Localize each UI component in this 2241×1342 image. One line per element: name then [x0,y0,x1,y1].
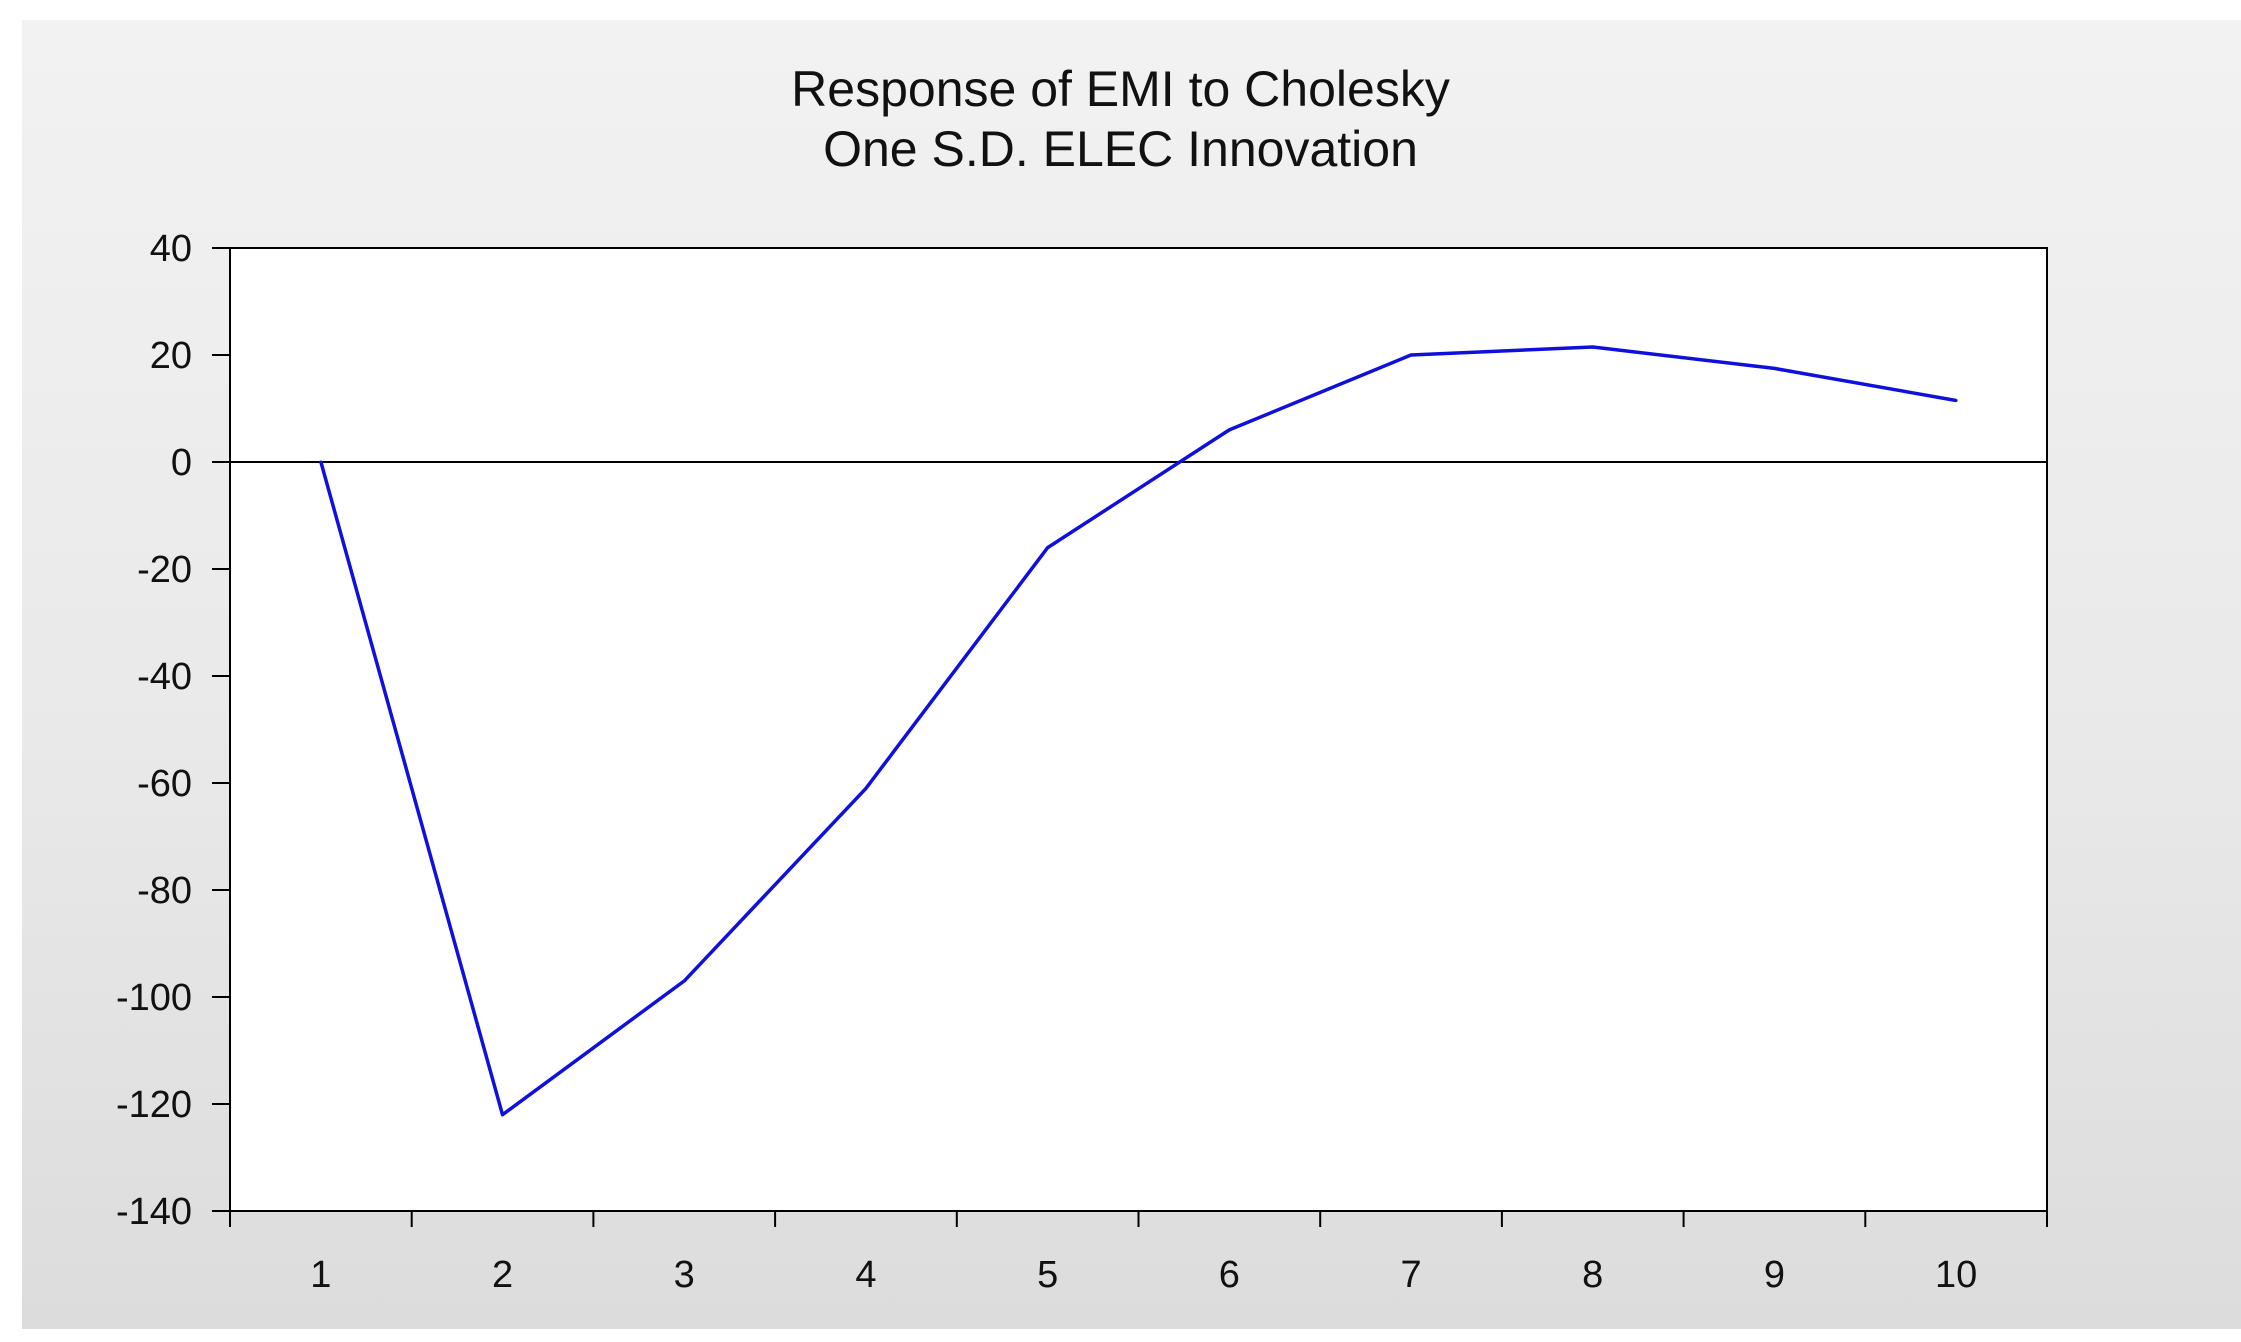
data-point [1772,366,1776,370]
y-tick-label: -20 [137,549,192,591]
x-tick-label: 7 [1400,1254,1421,1296]
data-point [1954,398,1958,402]
y-tick-label: 0 [171,442,192,484]
data-point [319,460,323,464]
x-tick-label: 3 [674,1254,695,1296]
y-tick-label: -80 [137,870,192,912]
data-point [1409,353,1413,357]
x-tick-label: 9 [1764,1254,1785,1296]
y-tick-label: 40 [150,228,192,270]
x-tick-label: 5 [1037,1254,1058,1296]
series-line [319,345,1957,1117]
x-tick-label: 6 [1219,1254,1240,1296]
data-point [1046,546,1050,550]
data-point [501,1113,505,1117]
y-tick-label: -100 [116,977,192,1019]
plot-area [229,247,2048,1212]
x-tick-label: 4 [855,1254,876,1296]
x-tick-label: 8 [1582,1254,1603,1296]
x-tick-label: 2 [492,1254,513,1296]
y-tick-label: -40 [137,656,192,698]
chart-subtitle: One S.D. ELEC Innovation [823,121,1418,177]
data-point [864,786,868,790]
y-tick-label: -60 [137,763,192,805]
y-tick-label: 20 [150,335,192,377]
y-tick-label: -140 [116,1191,192,1233]
data-point [1591,345,1595,349]
data-point [682,979,686,983]
x-tick-label: 1 [310,1254,331,1296]
data-point [1227,428,1231,432]
y-tick-label: -120 [116,1084,192,1126]
x-tick-label: 10 [1935,1254,1977,1296]
chart-title: Response of EMI to Cholesky [791,61,1450,117]
